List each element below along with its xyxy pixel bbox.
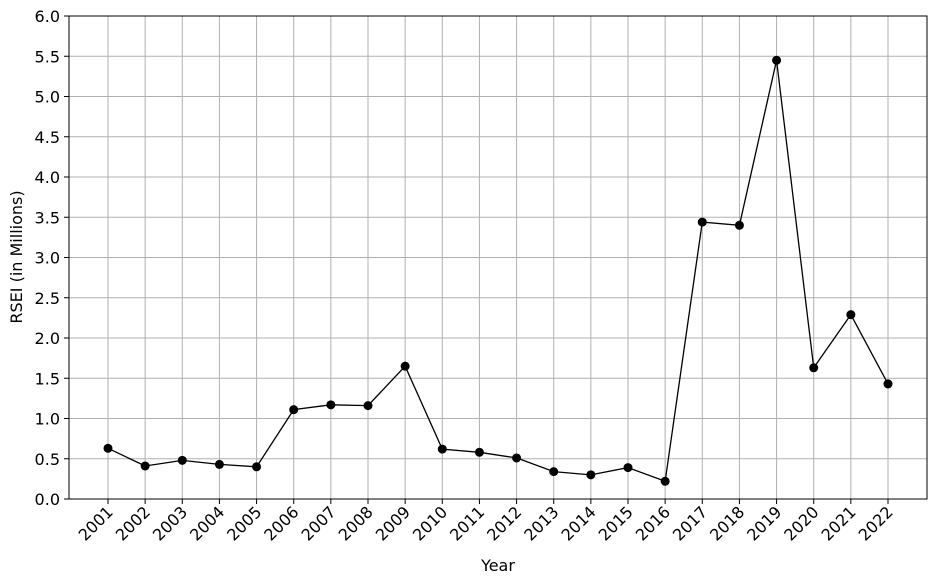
x-tick-label: 2002: [112, 502, 154, 544]
x-tick-label: 2016: [632, 502, 674, 544]
x-tick-label: 2021: [817, 502, 859, 544]
y-tick-label: 1.5: [35, 369, 60, 388]
y-tick-label: 2.0: [35, 329, 60, 348]
data-point: [437, 444, 447, 454]
data-point: [512, 453, 522, 463]
data-point: [734, 220, 744, 230]
x-tick-label: 2003: [149, 502, 191, 544]
x-tick-label: 2005: [223, 502, 265, 544]
x-tick-label: 2010: [409, 502, 451, 544]
y-tick-label: 1.0: [35, 410, 60, 429]
y-tick-label: 3.5: [35, 208, 60, 227]
y-tick-label: 5.0: [35, 88, 60, 107]
x-tick-label: 2012: [483, 502, 525, 544]
x-tick-label: 2004: [186, 502, 228, 544]
y-tick-label: 2.5: [35, 289, 60, 308]
data-point: [252, 462, 262, 472]
data-point: [363, 401, 373, 411]
y-tick-label: 4.5: [35, 128, 60, 147]
data-point: [809, 363, 819, 373]
data-point: [772, 55, 782, 65]
data-point: [623, 463, 633, 473]
y-tick-label: 6.0: [35, 7, 60, 26]
data-point: [660, 476, 670, 486]
y-tick-label: 4.0: [35, 168, 60, 187]
y-tick-label: 0.0: [35, 490, 60, 509]
x-tick-label: 2020: [780, 502, 822, 544]
data-point: [140, 461, 150, 471]
x-tick-label: 2018: [706, 502, 748, 544]
y-tick-label: 5.5: [35, 47, 60, 66]
x-tick-label: 2006: [260, 502, 302, 544]
x-tick-label: 2019: [743, 502, 785, 544]
x-tick-label: 2022: [855, 502, 897, 544]
data-point: [214, 459, 224, 469]
y-axis-label: RSEI (in Millions): [7, 190, 26, 323]
plot-frame: [68, 15, 928, 500]
data-point: [400, 361, 410, 371]
data-point: [586, 470, 596, 480]
y-tick-label: 3.0: [35, 249, 60, 268]
x-tick-label: 2014: [557, 502, 599, 544]
data-point: [883, 379, 893, 389]
data-point: [289, 405, 299, 415]
data-point: [549, 467, 559, 477]
x-tick-label: 2009: [372, 502, 414, 544]
x-tick-label: 2017: [669, 502, 711, 544]
data-point: [103, 443, 113, 453]
x-axis-label: Year: [480, 556, 515, 575]
x-tick-label: 2011: [446, 502, 488, 544]
data-point: [177, 455, 187, 465]
data-line: [107, 60, 889, 483]
data-point: [474, 447, 484, 457]
x-tick-label: 2008: [335, 502, 377, 544]
x-tick-label: 2013: [520, 502, 562, 544]
x-tick-label: 2015: [595, 502, 637, 544]
data-point: [326, 400, 336, 410]
data-point: [697, 217, 707, 227]
data-point: [846, 310, 856, 320]
x-tick-label: 2007: [297, 502, 339, 544]
y-tick-label: 0.5: [35, 450, 60, 469]
x-tick-label: 2001: [75, 502, 117, 544]
